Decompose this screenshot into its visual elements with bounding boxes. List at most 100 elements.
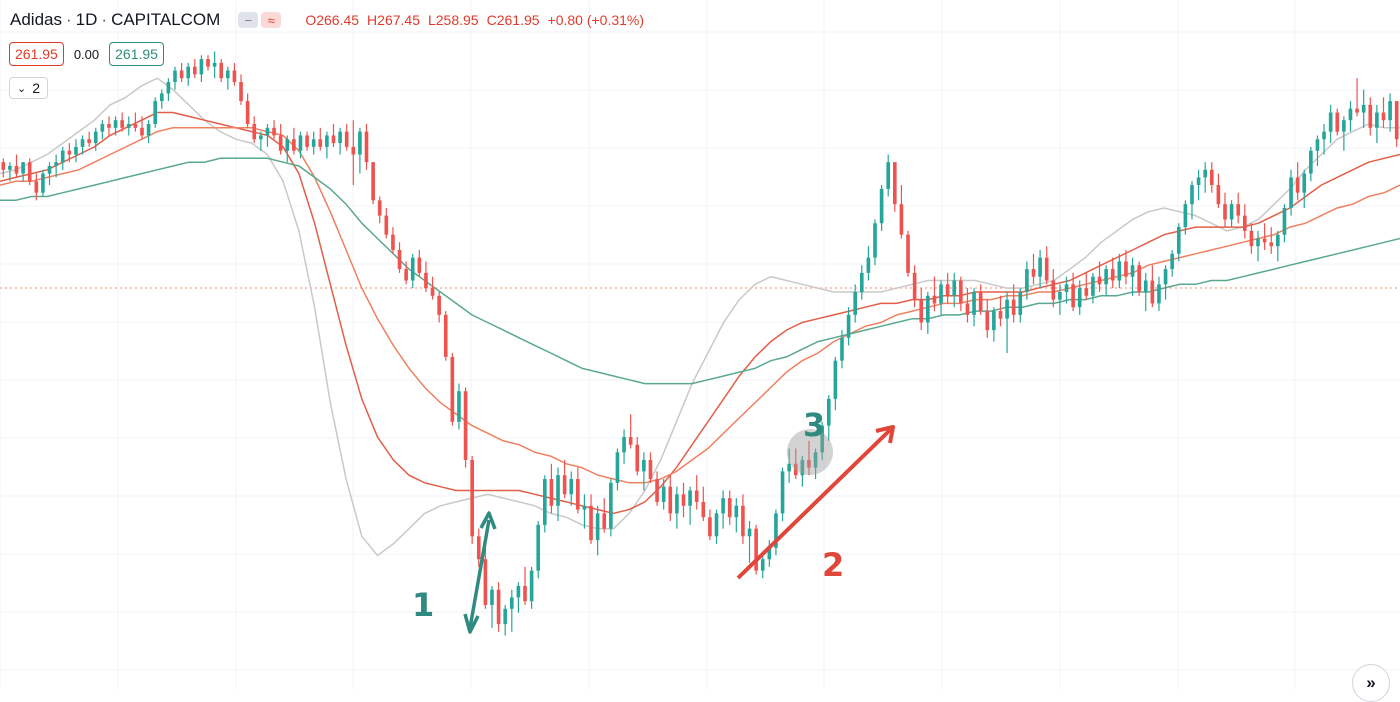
- candle: [655, 471, 659, 506]
- indicators-toggle-button[interactable]: ⌄ 2: [9, 77, 49, 99]
- candle-body: [945, 284, 950, 296]
- candle: [714, 509, 719, 544]
- candle: [899, 185, 904, 239]
- market-status-icon[interactable]: −: [238, 12, 259, 28]
- candle-body: [694, 490, 699, 502]
- candle: [107, 116, 111, 136]
- candle-body: [206, 59, 210, 67]
- candle-body: [952, 280, 957, 296]
- candle: [767, 540, 772, 567]
- candle: [1143, 272, 1148, 312]
- candle: [972, 288, 976, 327]
- arrow-1-shaft: [468, 519, 491, 629]
- candle-body: [582, 505, 587, 510]
- candle-body: [859, 272, 864, 292]
- candle: [589, 494, 593, 544]
- candle: [813, 448, 818, 480]
- candle: [906, 230, 910, 277]
- candle-body: [133, 123, 138, 128]
- symbol-name[interactable]: Adidas: [10, 10, 62, 29]
- candle: [807, 440, 811, 476]
- candle-body: [318, 139, 323, 147]
- candle-body: [1150, 280, 1155, 304]
- candle: [1368, 97, 1373, 136]
- candle: [1137, 261, 1141, 296]
- ohlc-values: O266.45 H267.45 L258.95 C261.95 +0.80 (+…: [305, 12, 644, 28]
- candle: [741, 494, 745, 544]
- candle: [919, 288, 924, 331]
- candle-body: [589, 505, 593, 541]
- candle: [879, 185, 884, 231]
- candle-body: [1031, 269, 1036, 277]
- candle-body: [675, 494, 679, 514]
- candle: [1328, 104, 1333, 144]
- symbol-exchange[interactable]: CAPITALCOM: [111, 10, 221, 29]
- buy-price-button[interactable]: 261.95: [109, 42, 164, 66]
- candle: [1044, 246, 1049, 285]
- candle-body: [1256, 238, 1260, 247]
- symbol-legend: Adidas · 1D · CAPITALCOM − ≈ O266.45 H26…: [10, 10, 644, 30]
- candle-body: [476, 536, 481, 560]
- candle-body: [1018, 291, 1023, 315]
- candle-body: [569, 479, 574, 495]
- candle-body: [1143, 280, 1148, 292]
- candle-body: [1229, 204, 1234, 220]
- delayed-data-icon[interactable]: ≈: [261, 12, 282, 28]
- candle-body: [556, 475, 560, 506]
- candle-body: [1209, 169, 1214, 186]
- symbol-interval[interactable]: 1D: [75, 10, 98, 29]
- candle: [582, 494, 587, 529]
- candle: [1295, 162, 1300, 201]
- candle: [21, 162, 25, 182]
- legend-separator: ·: [101, 10, 108, 29]
- candle: [1355, 78, 1359, 117]
- candle: [199, 55, 204, 82]
- candle: [562, 459, 567, 499]
- candle-body: [939, 284, 943, 304]
- candle: [1375, 104, 1379, 144]
- candle: [443, 311, 448, 361]
- candle: [331, 123, 336, 147]
- candle: [252, 116, 257, 144]
- candle: [556, 467, 560, 522]
- candle: [1163, 265, 1168, 300]
- candle-body: [14, 165, 19, 174]
- scroll-to-realtime-button[interactable]: »: [1352, 664, 1390, 702]
- candle: [708, 509, 712, 541]
- candle-body: [93, 131, 98, 144]
- candle-body: [1110, 269, 1115, 281]
- candle-body: [661, 486, 666, 502]
- candle-body: [311, 139, 316, 147]
- candle-body: [443, 314, 448, 357]
- candle: [424, 261, 428, 292]
- candle-body: [192, 66, 197, 75]
- candle: [595, 505, 600, 556]
- candle: [701, 486, 706, 522]
- candle-body: [1381, 112, 1386, 121]
- moving-averages: [0, 77, 1400, 557]
- candle: [886, 154, 891, 197]
- candle-body: [8, 165, 12, 170]
- candle-body: [463, 391, 468, 460]
- candle: [67, 143, 72, 163]
- candle-body: [1269, 242, 1274, 247]
- highlight-circle: [787, 429, 833, 475]
- candle-body: [1071, 284, 1075, 308]
- candle-body: [1322, 131, 1326, 140]
- candle: [476, 528, 481, 567]
- candle-body: [576, 479, 580, 510]
- candle: [1038, 249, 1042, 289]
- candle: [694, 475, 699, 510]
- candle: [1309, 146, 1313, 182]
- candle: [1223, 192, 1227, 228]
- candle-body: [509, 597, 514, 609]
- candle: [272, 120, 276, 140]
- candle-body: [377, 200, 382, 216]
- sell-price-button[interactable]: 261.95: [9, 42, 64, 66]
- candle: [364, 123, 369, 170]
- candle: [661, 479, 666, 510]
- candle-body: [126, 123, 131, 128]
- candle: [873, 219, 877, 266]
- candle: [787, 448, 791, 483]
